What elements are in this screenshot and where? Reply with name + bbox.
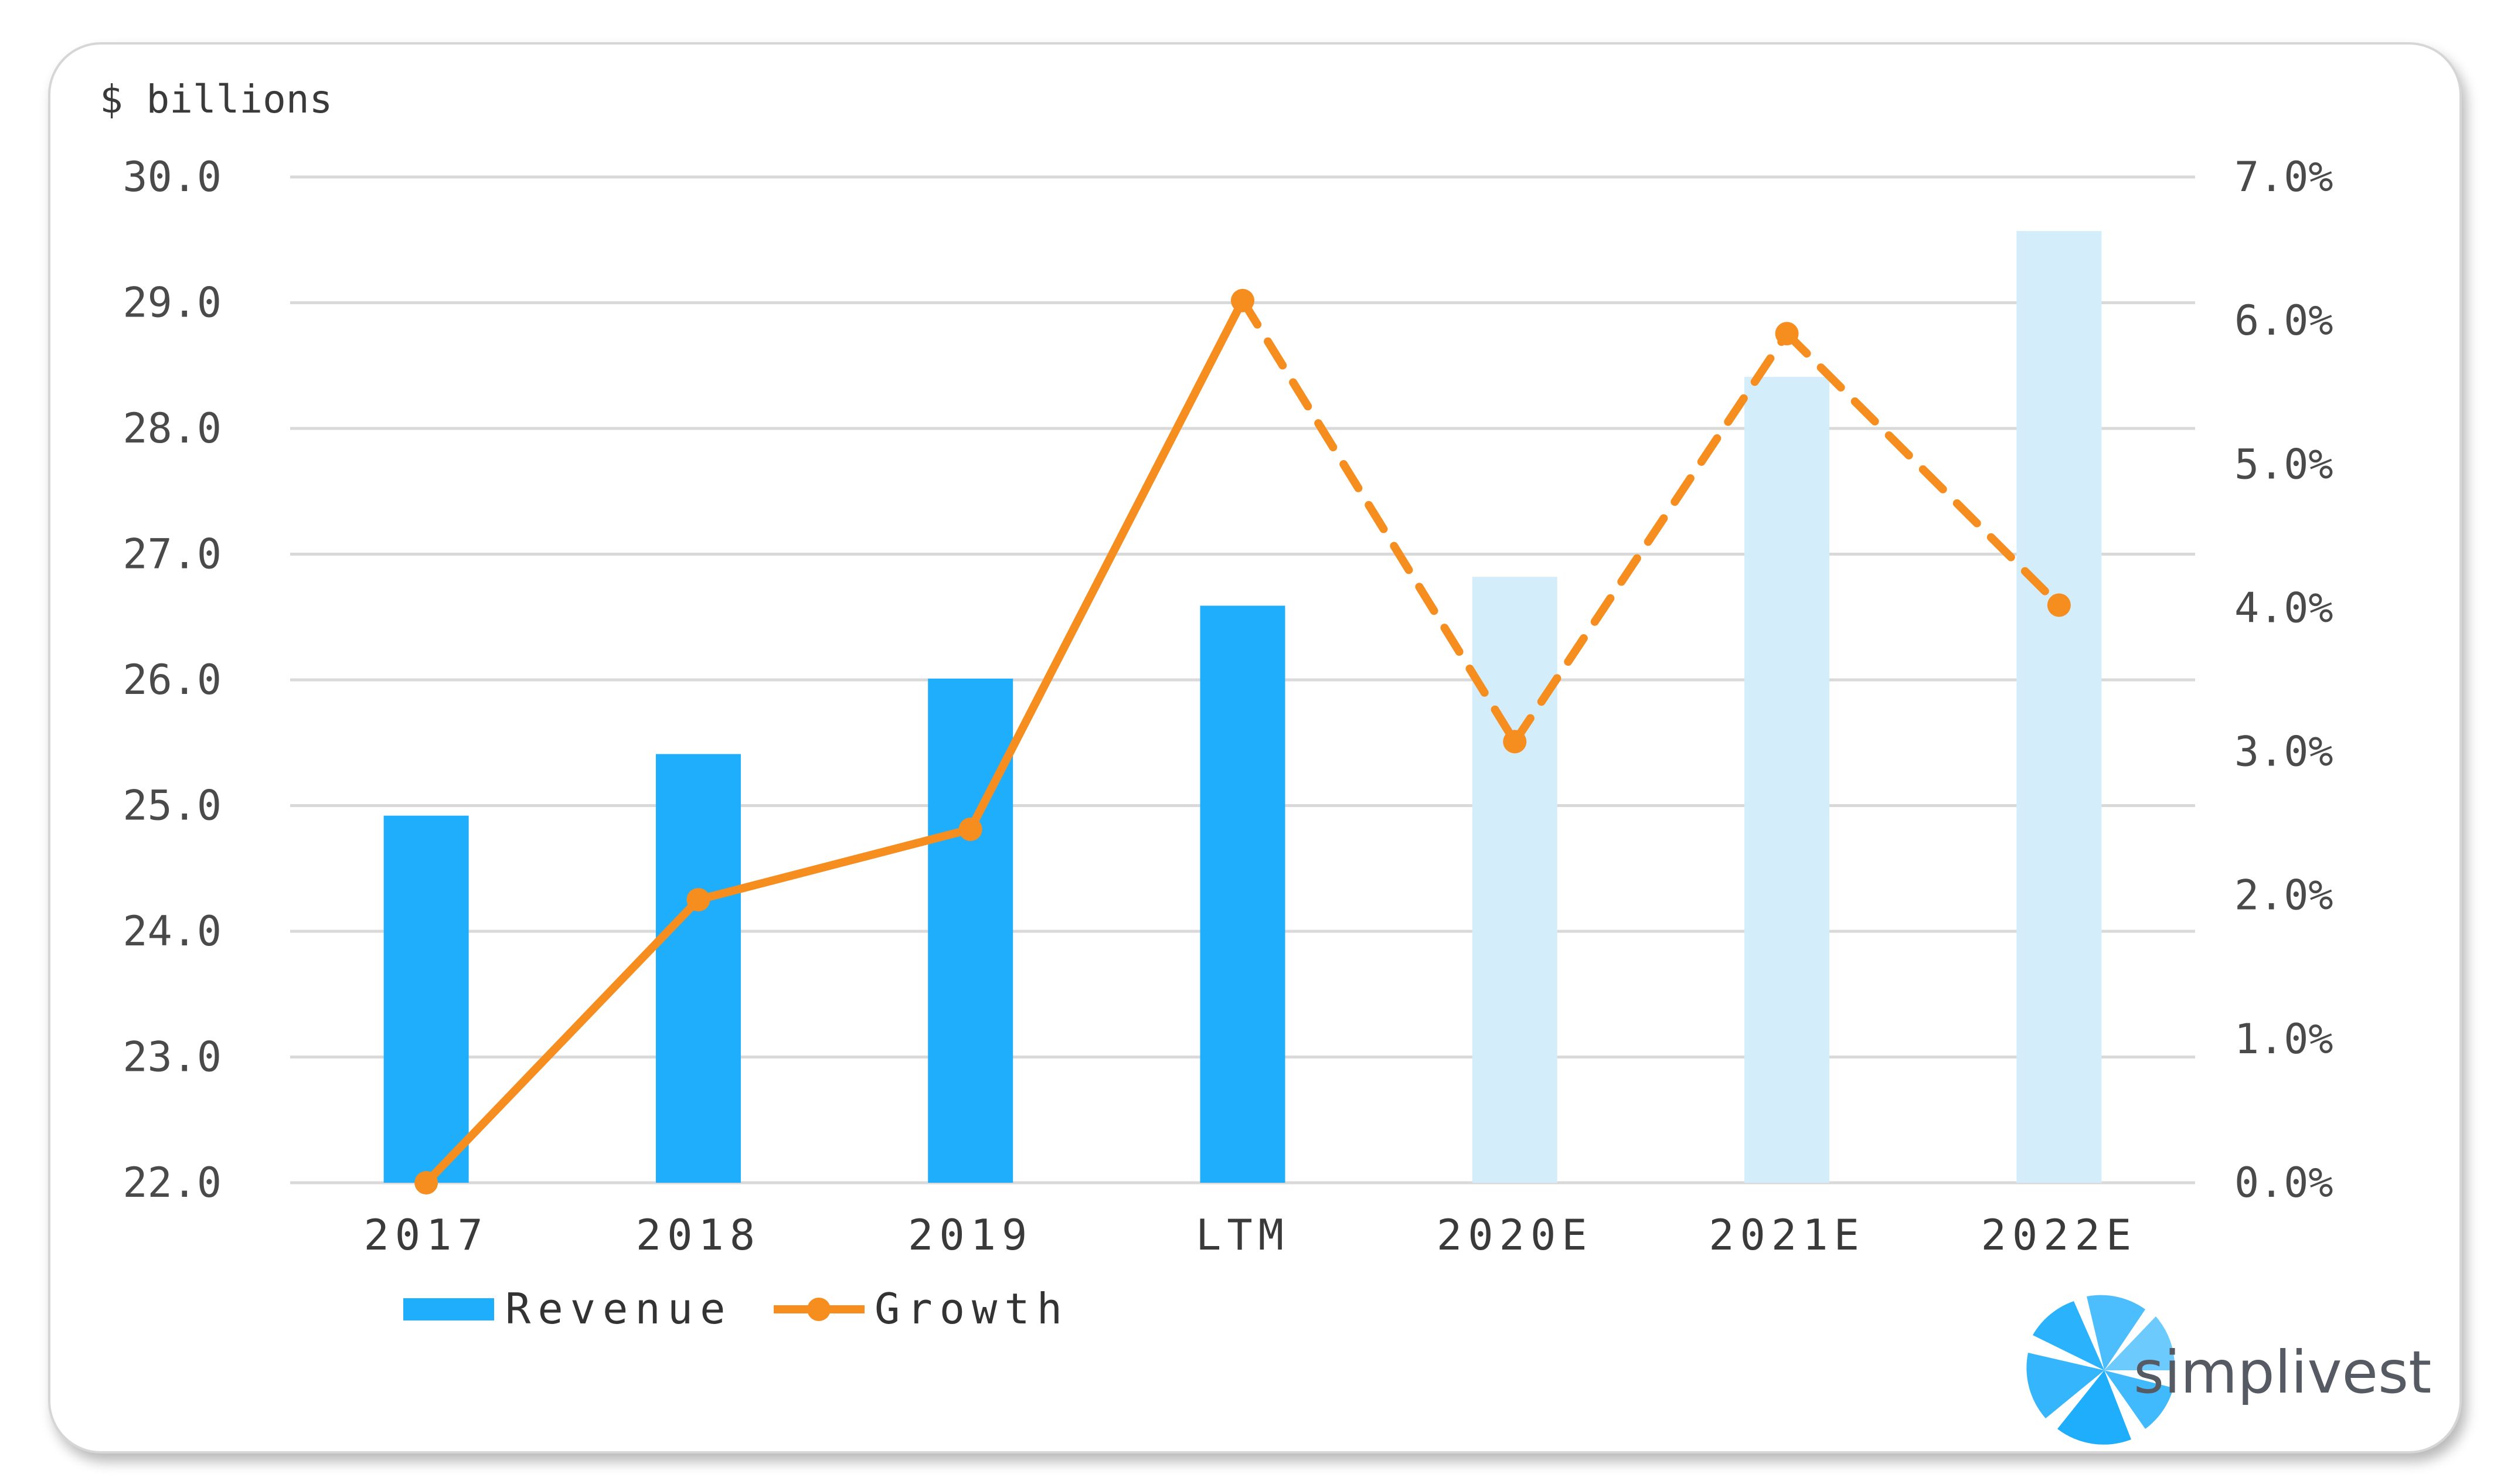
x-tick-label: LTM (1196, 1210, 1290, 1260)
x-tick-label: 2020E (1437, 1210, 1593, 1260)
growth-line-segment (1510, 329, 1791, 746)
y-tick-label: 25.0 (123, 782, 222, 830)
y2-tick-label: 4.0% (2234, 584, 2333, 632)
y-tick-label: 23.0 (123, 1033, 222, 1081)
x-tick-label: 2018 (636, 1210, 761, 1260)
y2-tick-label: 1.0% (2234, 1015, 2333, 1063)
brand-logo: simplivest (2026, 1295, 2431, 1445)
revenue-bars (383, 231, 2102, 1183)
growth-point (1775, 322, 1799, 346)
revenue-bar (1200, 605, 1285, 1183)
growth-point (958, 817, 982, 841)
y-axis-right: 0.0% 1.0% 2.0% 3.0% 4.0% 5.0% 6.0% 7.0% (2234, 153, 2333, 1207)
legend-growth-label: Growth (875, 1284, 1069, 1333)
x-tick-label: 2022E (1981, 1210, 2137, 1260)
growth-line (414, 288, 2071, 1194)
y-tick-label: 26.0 (123, 656, 222, 704)
x-tick-label: 2017 (363, 1210, 488, 1260)
y2-tick-label: 7.0% (2234, 153, 2333, 201)
y2-tick-label: 6.0% (2234, 297, 2333, 345)
x-axis: 2017 2018 2019 LTM 2020E 2021E 2022E (363, 1210, 2137, 1260)
growth-point (2047, 593, 2071, 617)
y2-tick-label: 0.0% (2234, 1159, 2333, 1207)
revenue-bar (655, 754, 741, 1183)
unit-label: $ billions (100, 77, 332, 122)
y-tick-label: 24.0 (123, 907, 222, 955)
growth-line-segment (694, 825, 975, 904)
legend-revenue-swatch (403, 1298, 494, 1320)
revenue-bar (383, 815, 469, 1183)
y2-tick-label: 2.0% (2234, 872, 2333, 920)
y-tick-label: 28.0 (123, 404, 222, 452)
legend-growth-marker (807, 1298, 831, 1321)
revenue-bar (1744, 377, 1830, 1183)
growth-line-segment (1239, 296, 1519, 746)
legend: Revenue Growth (403, 1284, 1069, 1333)
y-tick-label: 22.0 (123, 1159, 222, 1207)
y-axis-left: 22.0 23.0 24.0 25.0 26.0 27.0 28.0 29.0 30.0 (123, 153, 222, 1207)
y-tick-label: 30.0 (123, 153, 222, 201)
gridlines (290, 175, 2195, 1185)
y2-tick-label: 3.0% (2234, 728, 2333, 776)
growth-point (1503, 730, 1527, 754)
simplivest-logo-icon (2026, 1295, 2175, 1445)
y2-tick-label: 5.0% (2234, 440, 2333, 488)
revenue-bar (1472, 577, 1557, 1183)
y-tick-label: 29.0 (123, 279, 222, 327)
revenue-bar (2016, 231, 2102, 1183)
growth-point (1231, 288, 1254, 312)
revenue-bar (928, 678, 1013, 1183)
y-tick-label: 27.0 (123, 530, 222, 578)
growth-line-segment (1782, 329, 2063, 610)
growth-line-segment (422, 896, 703, 1187)
growth-point (686, 888, 710, 912)
brand-name: simplivest (2134, 1338, 2431, 1407)
legend-revenue-label: Revenue (505, 1284, 732, 1333)
growth-line-segment (966, 296, 1247, 833)
growth-point (414, 1171, 438, 1194)
x-tick-label: 2021E (1709, 1210, 1865, 1260)
x-tick-label: 2019 (908, 1210, 1033, 1260)
